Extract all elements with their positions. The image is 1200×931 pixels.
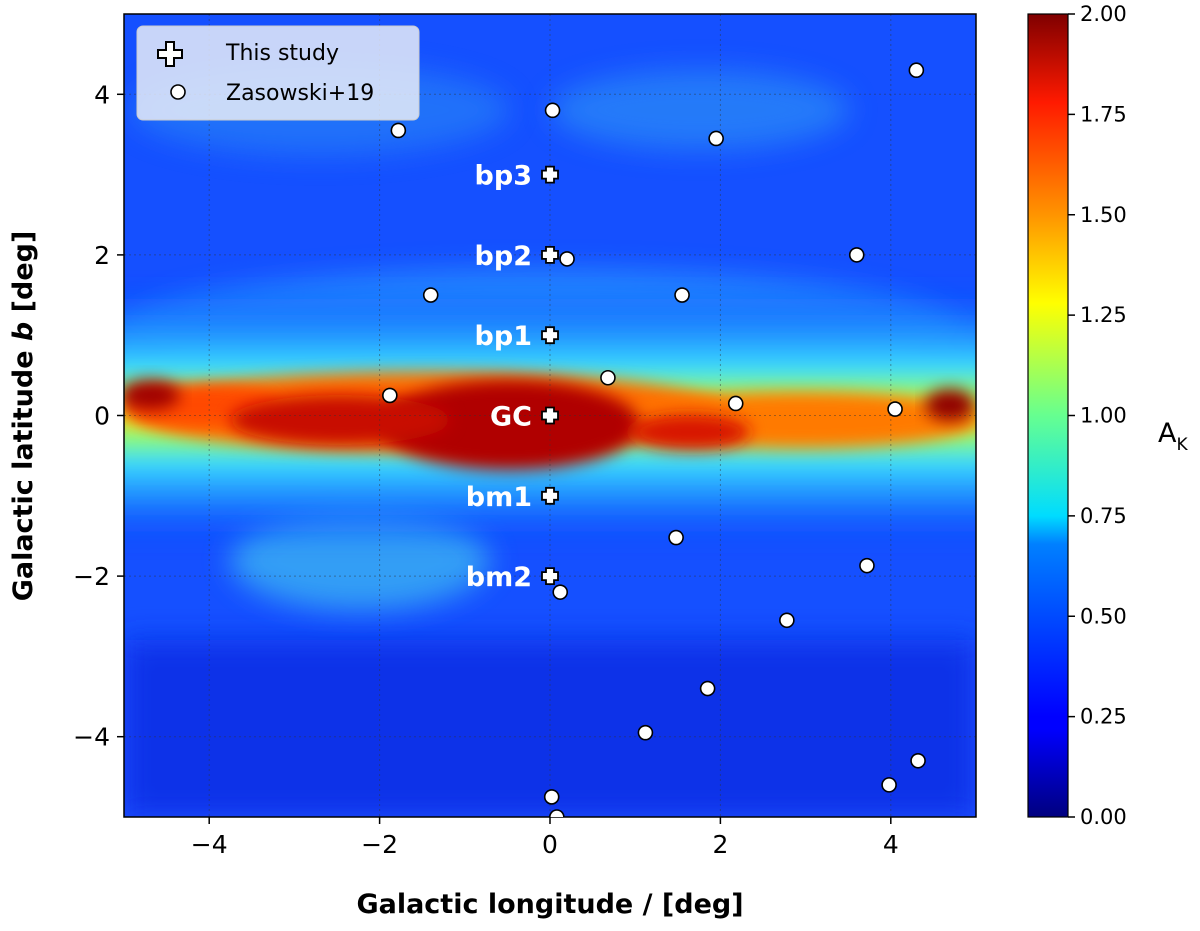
y-tick-label-3: 2 [94,241,110,270]
zasowski-point-2 [390,122,407,139]
colorbar-tick-label-3: 0.75 [1080,504,1127,528]
x-tick-label-3: 2 [712,830,728,859]
colorbar-tick-label-1: 0.25 [1080,705,1127,729]
zasowski-point-17 [637,724,654,741]
zasowski-point-6 [422,287,439,303]
colorbar-tick-label-8: 2.00 [1080,2,1127,26]
colorbar-gradient [1027,13,1069,818]
legend-zasowski: Zasowski+19 [226,81,374,106]
colorbar-tick-label-4: 1.00 [1080,404,1127,428]
legend-this-study: This study [225,41,339,66]
x-tick-label-0: −4 [191,830,228,859]
y-axis-label-suffix: [deg] [8,231,39,322]
colorbar-tick-label-6: 1.50 [1080,203,1127,227]
zasowski-point-19 [881,777,897,793]
y-axis-label-var: b [8,322,39,341]
study-point-label-bp2: bp2 [475,241,532,272]
study-point-label-GC: GC [490,402,532,433]
colorbar-tick-label-0: 0.00 [1080,805,1127,829]
zasowski-point-11 [887,401,903,417]
this-study-series: bp3 bp2 bp1 GC bm1 bm2 [466,161,559,593]
zasowski-point-15 [779,612,795,629]
y-axis: −4 −2 0 2 4 [73,80,124,752]
zasowski-point-3 [708,130,724,147]
legend: This study Zasowski+19 [136,25,420,121]
study-point-label-bp3: bp3 [475,161,532,192]
y-tick-label-1: −2 [73,562,110,591]
zasowski-point-20 [543,789,560,805]
x-axis-label: Galactic longitude / [deg] [356,889,743,920]
study-point-label-bm1: bm1 [466,482,532,513]
zasowski-point-16 [699,680,716,697]
colorbar: 0.00 0.25 0.50 0.75 1.00 1.25 1.50 1.75 2.00 AK [1027,2,1188,829]
colorbar-tick-label-5: 1.25 [1080,303,1127,327]
zasowski-point-21 [549,809,565,817]
colorbar-label: AK [1158,418,1188,455]
colorbar-tick-label-7: 1.75 [1080,102,1127,126]
zasowski-point-4 [559,251,575,267]
study-point-label-bm2: bm2 [466,562,532,593]
zasowski-point-1 [544,102,561,119]
colorbar-label-sub: K [1176,435,1188,455]
study-point-label-bp1: bp1 [475,321,532,352]
y-axis-label: Galactic latitude b [deg] [8,231,39,602]
zasowski-point-7 [674,287,690,303]
zasowski-point-0 [908,62,925,79]
y-tick-label-4: 4 [94,80,110,109]
legend-circle-icon [170,84,186,100]
zasowski-series [382,62,926,817]
study-point-GC [541,406,559,425]
x-tick-label-4: 4 [883,830,899,859]
zasowski-point-5 [848,247,865,263]
study-point-bp2 [541,246,559,264]
x-tick-label-2: 0 [542,830,558,859]
zasowski-point-13 [859,557,875,574]
x-tick-label-1: −2 [361,830,398,859]
zasowski-point-14 [552,584,569,600]
y-axis-label-prefix: Galactic latitude [8,341,39,601]
study-point-bp3 [541,165,559,184]
study-point-bm1 [541,486,559,505]
zasowski-point-8 [600,369,616,386]
colorbar-label-main: A [1158,418,1177,449]
legend-plus-icon [157,41,183,67]
zasowski-point-12 [668,529,684,546]
zasowski-point-10 [727,395,744,412]
colorbar-ticks: 0.00 0.25 0.50 0.75 1.00 1.25 1.50 1.75 2.00 [1068,2,1127,829]
zasowski-point-9 [382,387,398,404]
y-tick-label-0: −4 [73,723,110,752]
zasowski-point-18 [910,752,926,769]
y-tick-label-2: 0 [94,402,110,431]
study-point-bm2 [541,567,559,585]
x-axis: −4 −2 0 2 4 [191,817,899,859]
colorbar-tick-label-2: 0.50 [1080,604,1127,628]
study-point-bp1 [541,326,559,345]
extinction-map [124,14,976,817]
